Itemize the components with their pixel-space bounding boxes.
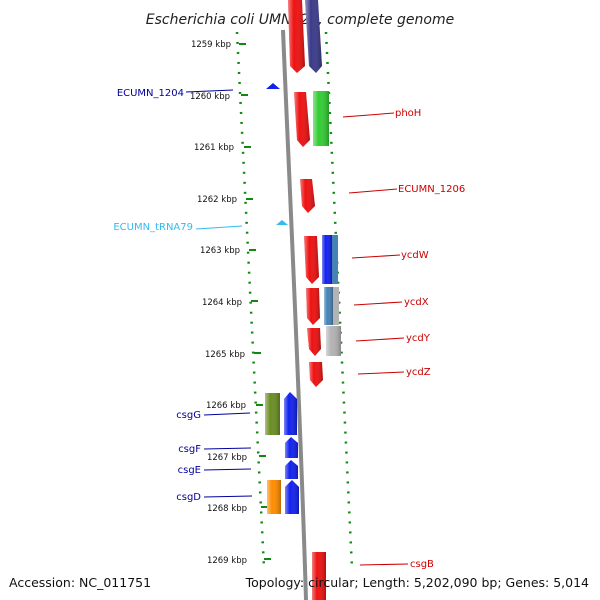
gene-label-ycdY[interactable]: ycdY — [406, 333, 431, 344]
gene-label-ECUMN_1206[interactable]: ECUMN_1206 — [398, 184, 465, 195]
gene-feature[interactable] — [266, 83, 280, 89]
gene-feature[interactable] — [294, 92, 310, 147]
gene-feature[interactable] — [285, 460, 298, 479]
gene-feature[interactable] — [312, 552, 326, 600]
gene-feature[interactable] — [333, 287, 339, 325]
gene-label-csgB[interactable]: csgB — [410, 559, 434, 570]
gene-feature[interactable] — [324, 287, 333, 325]
callout-lines-right — [342, 112, 409, 566]
gene-feature[interactable] — [285, 480, 299, 514]
tick-label: 1261 kbp — [194, 143, 234, 153]
tick-label: 1269 kbp — [207, 556, 247, 566]
gene-label-ECUMN_tRNA79[interactable]: ECUMN_tRNA79 — [113, 222, 193, 233]
scale-ticks — [239, 43, 271, 560]
gene-feature[interactable] — [300, 179, 315, 213]
gene-feature[interactable] — [276, 220, 288, 225]
callout-lines-left — [185, 89, 253, 498]
gene-label-ycdW[interactable]: ycdW — [401, 250, 429, 261]
gene-feature[interactable] — [313, 91, 329, 146]
gene-label-ycdZ[interactable]: ycdZ — [406, 367, 431, 378]
gene-feature[interactable] — [305, 0, 322, 73]
tick-label: 1267 kbp — [207, 453, 247, 463]
gene-feature[interactable] — [285, 437, 298, 458]
tick-label: 1262 kbp — [197, 195, 237, 205]
gene-feature[interactable] — [265, 393, 280, 435]
tick-label: 1263 kbp — [200, 246, 240, 256]
accession-text: Accession: NC_011751 — [9, 575, 151, 590]
gene-feature[interactable] — [326, 326, 341, 356]
gene-label-csgF[interactable]: csgF — [178, 444, 201, 455]
tick-label: 1259 kbp — [191, 40, 231, 50]
tick-label: 1268 kbp — [207, 504, 247, 514]
gene-feature[interactable] — [267, 480, 281, 514]
gene-label-ECUMN_1204[interactable]: ECUMN_1204 — [117, 88, 184, 99]
gene-feature[interactable] — [306, 288, 320, 325]
genome-axis — [281, 29, 308, 600]
gene-feature[interactable] — [304, 236, 319, 284]
gene-label-ycdX[interactable]: ycdX — [404, 297, 429, 308]
gene-feature[interactable] — [322, 235, 332, 284]
genome-summary-text: Topology: circular; Length: 5,202,090 bp… — [245, 575, 589, 590]
tick-label: 1260 kbp — [190, 92, 230, 102]
gene-label-csgD[interactable]: csgD — [176, 492, 201, 503]
tick-label: 1266 kbp — [206, 401, 246, 411]
tick-label: 1265 kbp — [205, 350, 245, 360]
scale-tick-labels: 1259 kbp 1260 kbp 1261 kbp 1262 kbp 1263… — [190, 40, 247, 566]
gene-label-csgG[interactable]: csgG — [176, 410, 201, 421]
gene-feature[interactable] — [288, 0, 305, 73]
gene-feature[interactable] — [332, 235, 338, 284]
gene-feature[interactable] — [307, 328, 321, 356]
tick-label: 1264 kbp — [202, 298, 242, 308]
gene-feature[interactable] — [284, 392, 297, 435]
gene-label-csgE[interactable]: csgE — [178, 465, 201, 476]
gene-feature[interactable] — [309, 362, 323, 387]
gene-label-phoH[interactable]: phoH — [395, 108, 421, 119]
